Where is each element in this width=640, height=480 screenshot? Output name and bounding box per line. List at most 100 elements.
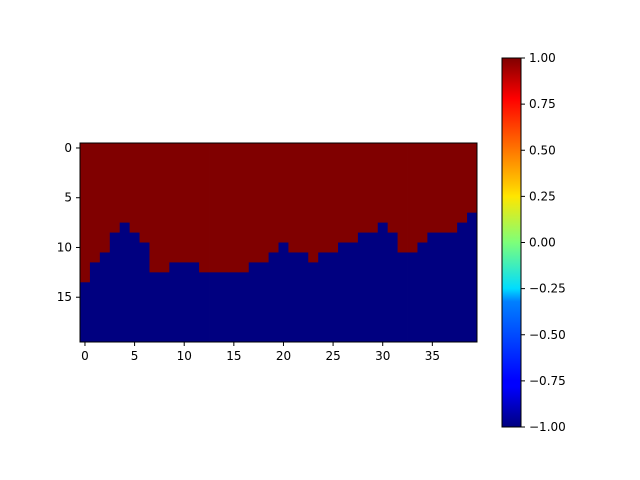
colorbar-ticks: −1.00 −0.75 −0.50 −0.25 0.00 0.25 0.50 0.75 1.00: [521, 51, 566, 434]
heatmap-cell-high: [80, 143, 91, 283]
heatmap-cell-low: [457, 222, 468, 342]
heatmap-cell-high: [218, 143, 230, 273]
heatmap-cell-high: [407, 143, 418, 253]
heatmap-cell-high: [278, 143, 289, 243]
heatmap-cell-high: [427, 143, 438, 233]
heatmap-cell-high: [457, 143, 468, 223]
heatmap-cell-low: [397, 252, 408, 342]
colorbar-tick-label: −1.00: [529, 420, 566, 434]
colorbar-gradient: [501, 57, 522, 428]
x-tick-label: 10: [177, 349, 192, 363]
heatmap-cell-low: [467, 212, 478, 342]
heatmap-cell-low: [109, 232, 121, 342]
x-tick-label: 30: [375, 349, 390, 363]
heatmap-cell-low: [189, 262, 200, 342]
heatmap-cell-low: [209, 272, 220, 342]
heatmap-cell-high: [467, 143, 478, 214]
heatmap-cell-low: [328, 252, 339, 342]
heatmap-cell-high: [268, 143, 279, 253]
heatmap-cell-low: [318, 252, 329, 342]
colorbar-tick-label: −0.75: [529, 374, 566, 388]
y-tick-label: 5: [64, 191, 72, 205]
heatmap-cell-high: [89, 143, 101, 263]
heatmap-cell-high: [248, 143, 260, 263]
x-tick-label: 0: [81, 349, 89, 363]
heatmap-cell-high: [169, 143, 180, 263]
colorbar-tick-label: 1.00: [529, 51, 556, 65]
heatmap-cell-high: [139, 143, 150, 243]
heatmap-cell-high: [328, 143, 339, 253]
heatmap-cell-high: [437, 143, 448, 233]
heatmap-cell-low: [387, 232, 399, 342]
heatmap-cell-high: [417, 143, 428, 243]
heatmap-cell-low: [407, 252, 418, 342]
heatmap-cell-low: [298, 252, 309, 342]
heatmap-cell-low: [139, 242, 150, 342]
heatmap-cell-high: [387, 143, 399, 233]
y-tick-label: 0: [64, 141, 72, 155]
colorbar-tick-label: −0.25: [529, 282, 566, 296]
colorbar-tick-label: 0.50: [529, 143, 556, 157]
colorbar-tick-label: 0.25: [529, 189, 556, 203]
heatmap-cell-low: [268, 252, 279, 342]
y-tick-label: 10: [57, 240, 72, 254]
heatmap-cell-high: [228, 143, 240, 273]
x-tick-label: 15: [226, 349, 241, 363]
heatmap-cell-high: [308, 143, 319, 263]
heatmap-cell-high: [377, 143, 389, 223]
x-axis: 0 5 10 15 20 25 30 35: [81, 342, 440, 363]
y-tick-label: 15: [57, 290, 72, 304]
y-axis: 0 5 10 15: [57, 141, 80, 304]
heatmap-cell-high: [367, 143, 379, 233]
heatmap-cell-high: [179, 143, 190, 263]
heatmap-cell-high: [397, 143, 408, 253]
heatmap-cell-low: [129, 232, 140, 342]
heatmap-cell-low: [99, 252, 111, 342]
heatmap-cell-high: [209, 143, 220, 273]
heatmap-cell-low: [199, 272, 210, 342]
heatmap-cell-high: [109, 143, 121, 233]
heatmap-cell-high: [99, 143, 111, 253]
heatmap-cell-low: [447, 232, 458, 342]
heatmap-cell-low: [218, 272, 230, 342]
heatmap-cell-low: [89, 262, 101, 342]
heatmap-cell-low: [169, 262, 180, 342]
heatmap-cell-high: [238, 143, 250, 273]
heatmap-cell-low: [238, 272, 250, 342]
heatmap-cell-low: [338, 242, 349, 342]
heatmap-cell-high: [258, 143, 269, 263]
heatmap-cell-low: [278, 242, 289, 342]
heatmap-cell-high: [338, 143, 349, 243]
heatmap-cell-high: [318, 143, 329, 253]
heatmap-cell-low: [367, 232, 379, 342]
x-tick-label: 35: [425, 349, 440, 363]
heatmap-cell-low: [159, 272, 170, 342]
heatmap-cell-low: [427, 232, 438, 342]
heatmap-cell-high: [129, 143, 140, 233]
heatmap-cell-low: [308, 262, 319, 342]
heatmap-cell-low: [357, 232, 369, 342]
heatmap-cell-high: [199, 143, 210, 273]
heatmap-cell-high: [149, 143, 160, 273]
heatmap-cell-high: [159, 143, 170, 273]
heatmap-cell-low: [437, 232, 448, 342]
heatmap-cell-low: [377, 222, 389, 342]
heatmap-cell-high: [447, 143, 458, 233]
heatmap-cell-low: [80, 282, 91, 342]
heatmap-plot-area: [79, 142, 478, 343]
heatmap-cell-high: [298, 143, 309, 253]
heatmap-cell-high: [119, 143, 131, 223]
heatmap-cell-low: [248, 262, 260, 342]
heatmap-cell-low: [228, 272, 240, 342]
colorbar-tick-label: −0.50: [529, 328, 566, 342]
heatmap-cell-low: [119, 222, 131, 342]
heatmap-cell-high: [189, 143, 200, 263]
colorbar-tick-label: 0.00: [529, 236, 556, 250]
heatmap-cell-low: [258, 262, 269, 342]
heatmap-cell-low: [347, 242, 359, 342]
heatmap-cell-high: [288, 143, 299, 253]
x-tick-label: 25: [325, 349, 340, 363]
heatmap-cell-low: [179, 262, 190, 342]
heatmap-cell-high: [357, 143, 369, 233]
